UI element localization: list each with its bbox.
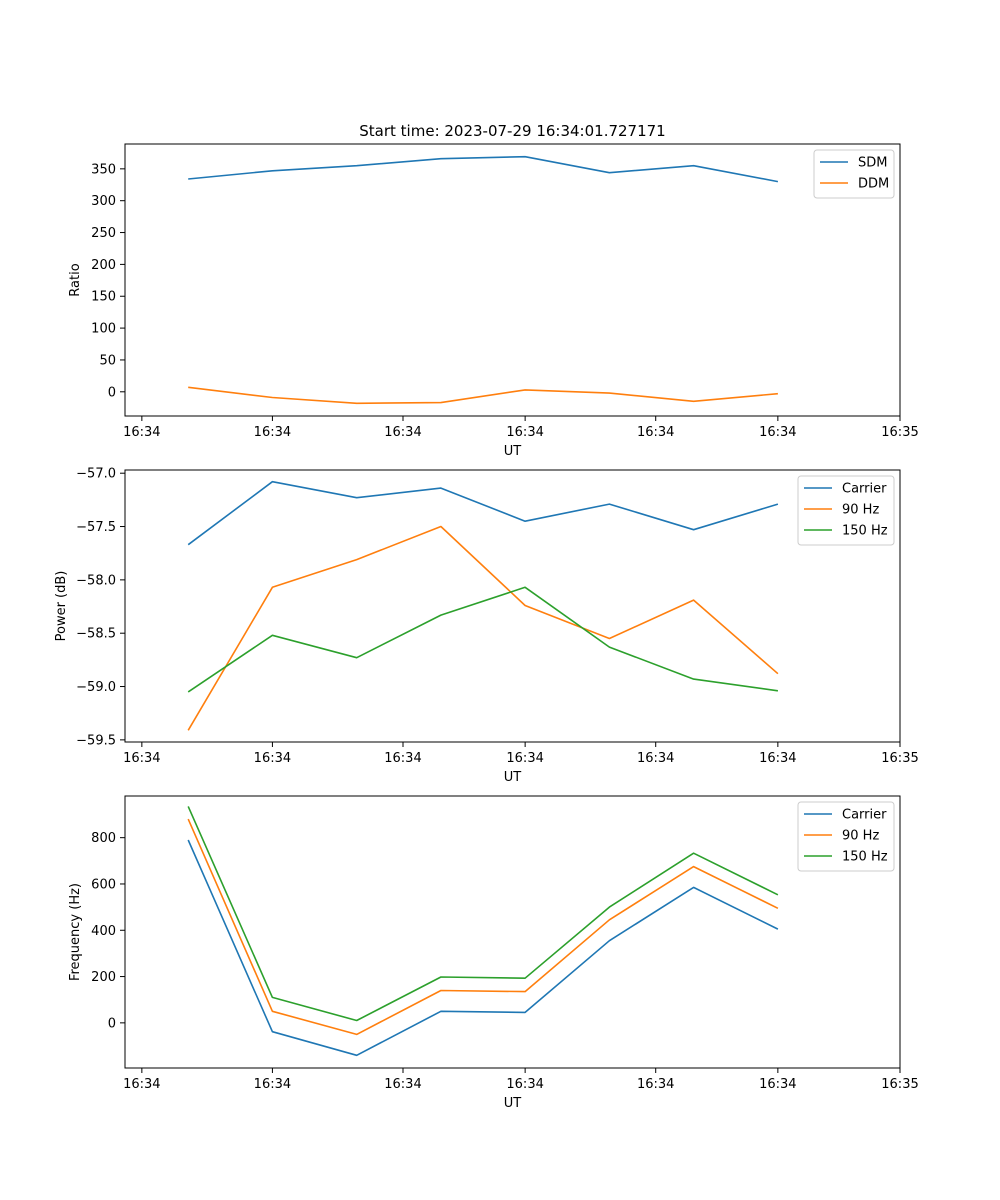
y-tick-label: 350 — [91, 162, 116, 177]
x-tick-label: 16:35 — [881, 1077, 918, 1092]
y-axis-ticks: −59.5 −59.0 −58.5 −58.0 −57.5 −57.0 — [76, 467, 125, 748]
y-tick-label: 150 — [91, 290, 116, 305]
y-tick-label: −59.0 — [76, 680, 116, 695]
legend-label: DDM — [858, 177, 889, 192]
y-axis-label: Ratio — [68, 263, 83, 296]
x-axis-label: UT — [504, 770, 522, 785]
legend: Carrier 90 Hz 150 Hz — [797, 801, 895, 872]
legend-label: 150 Hz — [842, 524, 888, 539]
x-tick-label: 16:34 — [254, 751, 291, 766]
series-line-carrier — [187, 480, 779, 546]
y-tick-label: −58.5 — [76, 627, 116, 642]
x-tick-label: 16:34 — [637, 751, 674, 766]
y-axis-label: Power (dB) — [54, 571, 69, 642]
x-axis-label: UT — [504, 1096, 522, 1111]
x-tick-label: 16:34 — [637, 1077, 674, 1092]
x-tick-label: 16:34 — [759, 1077, 796, 1092]
y-tick-label: 100 — [91, 322, 116, 337]
x-axis-label: UT — [504, 444, 522, 459]
y-tick-label: 0 — [108, 385, 116, 400]
series-line-90-hz — [187, 525, 779, 731]
legend-label: 90 Hz — [842, 503, 879, 518]
x-tick-label: 16:34 — [384, 425, 421, 440]
y-tick-label: 300 — [91, 194, 116, 209]
x-tick-label: 16:34 — [123, 1077, 160, 1092]
legend: Carrier 90 Hz 150 Hz — [797, 475, 895, 546]
y-axis-label: Frequency (Hz) — [68, 883, 83, 981]
chart-title: Start time: 2023-07-29 16:34:01.727171 — [359, 122, 665, 140]
x-tick-label: 16:34 — [759, 751, 796, 766]
series-line-150-hz — [187, 586, 779, 693]
x-tick-label: 16:35 — [881, 425, 918, 440]
charts-container: Start time: 2023-07-29 16:34:01.727171 16… — [54, 122, 919, 1111]
x-tick-label: 16:34 — [123, 425, 160, 440]
x-axis-ticks: 16:34 16:34 16:34 16:34 16:34 16:34 16:35 — [123, 742, 919, 766]
y-tick-label: −58.0 — [76, 573, 116, 588]
x-tick-label: 16:34 — [506, 751, 543, 766]
series-line-150-hz — [187, 806, 779, 1022]
x-tick-label: 16:34 — [637, 425, 674, 440]
series-line-ddm — [188, 386, 778, 405]
x-tick-label: 16:34 — [254, 425, 291, 440]
x-tick-label: 16:34 — [506, 1077, 543, 1092]
legend-label: 90 Hz — [842, 829, 879, 844]
y-tick-label: 200 — [91, 970, 116, 985]
panel-2: 16:34 16:34 16:34 16:34 16:34 16:34 16:35 −59.5… — [54, 467, 919, 785]
x-tick-label: 16:34 — [506, 425, 543, 440]
legend: SDM DDM — [813, 149, 895, 199]
legend-label: Carrier — [842, 808, 887, 823]
legend-label: 150 Hz — [842, 850, 888, 865]
y-tick-label: −57.0 — [76, 467, 116, 482]
series-line-carrier — [187, 839, 779, 1057]
y-tick-label: 800 — [91, 831, 116, 846]
y-tick-label: 250 — [91, 226, 116, 241]
series-line-90-hz — [187, 818, 779, 1036]
x-tick-label: 16:34 — [384, 751, 421, 766]
y-tick-label: 400 — [91, 924, 116, 939]
x-tick-label: 16:34 — [759, 425, 796, 440]
legend-label: Carrier — [842, 482, 887, 497]
panel-1: Start time: 2023-07-29 16:34:01.727171 16… — [68, 122, 919, 459]
y-axis-ticks: 0 50 100 150 200 250 300 350 — [91, 162, 125, 400]
axes-frame — [124, 143, 901, 417]
legend-box — [797, 801, 895, 872]
legend-label: SDM — [858, 156, 887, 171]
series-line-sdm — [188, 155, 779, 183]
y-tick-label: −59.5 — [76, 733, 116, 748]
y-tick-label: 200 — [91, 258, 116, 273]
x-tick-label: 16:34 — [123, 751, 160, 766]
axes-frame — [124, 469, 901, 743]
legend-box — [797, 475, 895, 546]
x-axis-ticks: 16:34 16:34 16:34 16:34 16:34 16:34 16:35 — [123, 1068, 919, 1092]
y-tick-label: 0 — [108, 1016, 116, 1031]
panel-3: 16:34 16:34 16:34 16:34 16:34 16:34 16:35 0 200 4… — [68, 795, 919, 1111]
y-tick-label: 50 — [99, 353, 116, 368]
x-tick-label: 16:34 — [384, 1077, 421, 1092]
y-tick-label: −57.5 — [76, 520, 116, 535]
y-axis-ticks: 0 200 400 600 800 — [91, 831, 125, 1031]
x-tick-label: 16:35 — [881, 751, 918, 766]
y-tick-label: 600 — [91, 877, 116, 892]
axes-frame — [124, 795, 901, 1069]
x-tick-label: 16:34 — [254, 1077, 291, 1092]
x-axis-ticks: 16:34 16:34 16:34 16:34 16:34 16:34 16:35 — [123, 416, 919, 440]
